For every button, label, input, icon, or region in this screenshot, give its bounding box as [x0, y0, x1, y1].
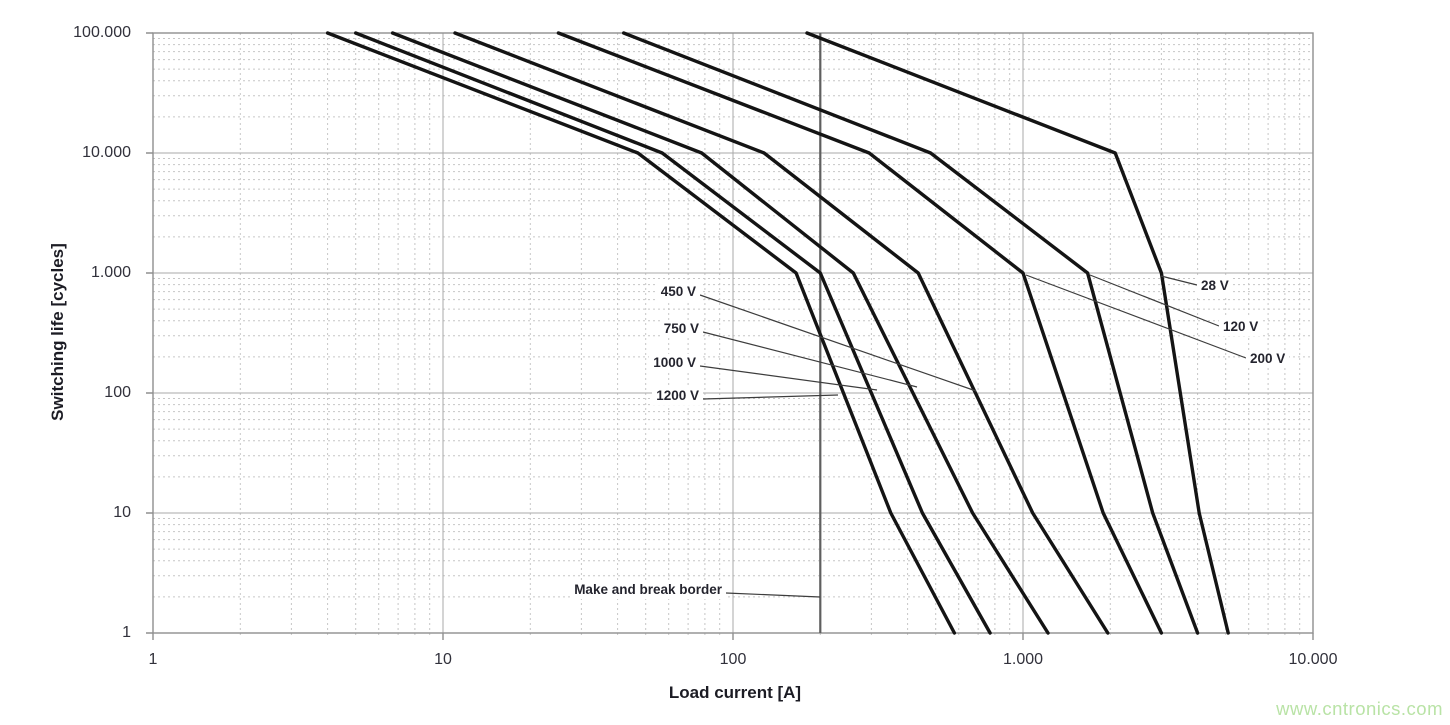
y-axis-title: Switching life [cycles] — [48, 243, 67, 421]
x-tick-label: 1 — [148, 651, 158, 668]
curve-28v — [805, 31, 1230, 635]
y-tick-label: 1.000 — [90, 264, 131, 281]
callout-leaders — [699, 274, 1247, 598]
x-tick-label: 100 — [719, 651, 747, 668]
callout-label-make-and-break-border: Make and break border — [570, 581, 726, 599]
x-tick-label: 10 — [434, 651, 452, 668]
curves — [325, 31, 1230, 635]
plot-frame — [152, 32, 1314, 634]
axis-ticks — [146, 32, 1314, 640]
x-tick-label: 10.000 — [1288, 651, 1338, 668]
curve-750v — [390, 31, 1050, 635]
x-tick-label: 1.000 — [1002, 651, 1044, 668]
callout-label-120-v: 120 V — [1219, 318, 1263, 336]
callout-label-450-v: 450 V — [656, 283, 700, 301]
curve-1000v — [354, 31, 992, 635]
callout-label-750-v: 750 V — [659, 320, 703, 338]
callout-label-28-v: 28 V — [1197, 277, 1233, 295]
curve-1200v — [325, 31, 957, 635]
y-tick-label: 100.000 — [73, 24, 131, 41]
y-tick-label: 1 — [122, 624, 131, 641]
curve-450v — [453, 31, 1110, 635]
y-tick-label: 10 — [113, 504, 131, 521]
x-axis-title: Load current [A] — [668, 683, 802, 702]
y-tick-label: 10.000 — [82, 144, 131, 161]
watermark: www.cntronics.com — [1276, 698, 1443, 719]
callout-label-1200-v: 1200 V — [652, 387, 703, 405]
curve-120v — [622, 31, 1200, 635]
callout-label-200-v: 200 V — [1246, 350, 1290, 368]
callout-label-1000-v: 1000 V — [649, 354, 700, 372]
curve-200v — [556, 31, 1164, 635]
y-tick-label: 100 — [104, 384, 131, 401]
grid-major — [152, 32, 1314, 634]
